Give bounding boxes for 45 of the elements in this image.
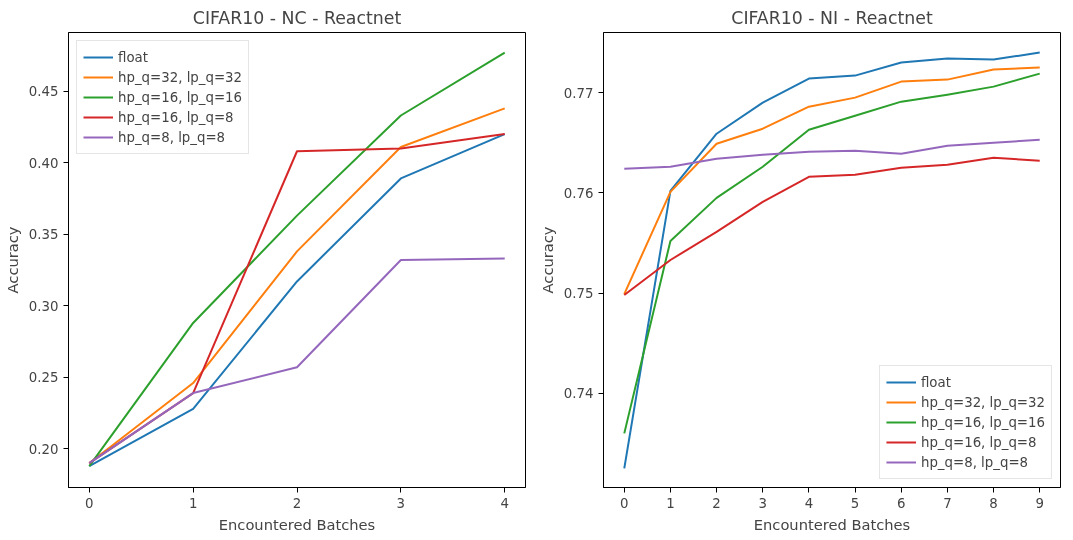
legend-label: hp_q=8, lp_q=8 [920,454,1029,470]
y-tick-label: 0.40 [28,155,59,171]
y-tick-label: 0.30 [28,298,59,314]
y-tick-label: 0.77 [563,85,594,101]
x-tick-label: 4 [804,495,814,511]
x-tick-label: 0 [620,495,629,511]
x-axis-title: Encountered Batches [218,515,376,533]
x-tick-label: 4 [500,495,509,511]
x-tick-label: 3 [758,495,767,511]
y-tick-label: 0.25 [28,370,59,386]
legend-label: hp_q=32, lp_q=32 [118,69,243,85]
x-tick-label: 8 [989,495,998,511]
y-tick-label: 0.20 [28,441,59,457]
x-tick-label: 3 [396,495,406,511]
y-tick-label: 0.74 [563,386,594,402]
x-tick-label: 0 [85,495,94,511]
x-tick-label: 2 [292,495,302,511]
y-tick-label: 0.75 [563,286,594,302]
legend-label: float [118,49,148,65]
line-series [623,138,1041,170]
x-axis-title: Encountered Batches [753,515,911,533]
x-tick-label: 1 [666,495,675,511]
x-tick-label: 2 [712,495,721,511]
line-series [88,257,506,465]
y-tick-label: 0.45 [28,84,59,100]
legend-label: hp_q=8, lp_q=8 [118,129,226,145]
chart-title: CIFAR10 - NC - Reactnet [192,7,402,28]
x-tick-label: 9 [1035,495,1044,511]
x-tick-label: 6 [897,495,906,511]
x-tick-label: 5 [850,495,860,511]
y-axis-title: Accuracy [538,226,556,294]
x-tick-label: 1 [188,495,198,511]
chart-title: CIFAR10 - NI - Reactnet [731,7,933,28]
x-tick-label: 7 [943,495,952,511]
legend-label: hp_q=16, lp_q=8 [920,434,1037,450]
y-axis-title: Accuracy [3,226,21,294]
legend-label: hp_q=32, lp_q=32 [920,394,1045,410]
y-tick-label: 0.76 [563,185,594,201]
legend-label: float [920,374,951,390]
line-series [623,66,1041,296]
y-tick-label: 0.35 [28,227,59,243]
line-series [623,156,1041,297]
legend-label: hp_q=16, lp_q=16 [920,414,1045,430]
legend-label: hp_q=16, lp_q=16 [118,89,243,105]
legend-label: hp_q=16, lp_q=8 [118,109,234,125]
